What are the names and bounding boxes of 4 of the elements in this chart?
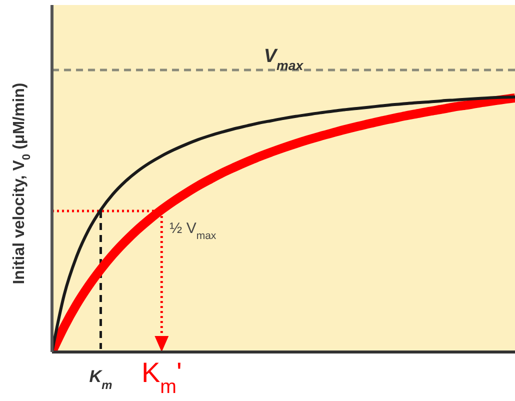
x-tick-label: K$_{m}$: [89, 367, 113, 392]
ref-line-label: V$_{max}$: [264, 46, 304, 72]
ref-line-label: ½ V$_{max}$: [170, 220, 217, 242]
x-tick-label: K$_{m}$': [141, 357, 182, 398]
